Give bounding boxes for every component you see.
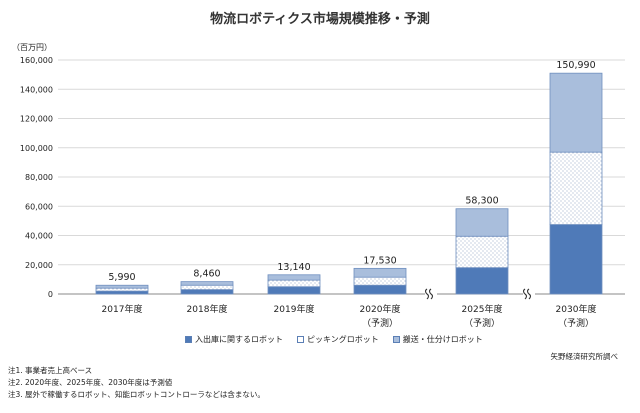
legend-label-inbound: 入出庫に関するロボット <box>195 335 283 344</box>
gridlines <box>58 59 625 295</box>
bar-segment <box>353 267 407 278</box>
axis-break-marker <box>522 288 535 300</box>
legend-label-transport: 搬送・仕分けロボット <box>402 335 483 344</box>
bars <box>95 72 603 295</box>
y-tick-label: 120,000 <box>20 115 53 124</box>
y-tick-label: 40,000 <box>25 232 53 241</box>
legend-swatch-picking <box>297 336 304 343</box>
x-tick-label: 2017年度 <box>102 303 143 315</box>
bar-segment <box>180 281 234 286</box>
bar-segment <box>353 276 407 286</box>
footnote-1: 注1. 事業者売上高ベース <box>8 366 93 375</box>
x-tick-label: 2030年度 <box>556 303 597 315</box>
bar-segment <box>95 284 149 289</box>
total-label: 13,140 <box>277 262 310 273</box>
y-tick-label: 140,000 <box>20 85 53 94</box>
y-axis: 0 20,000 40,000 60,000 80,000 100,000 120,000 1… <box>12 43 53 299</box>
y-tick-label: 80,000 <box>25 173 53 182</box>
legend-label-picking: ピッキングロボット <box>307 335 379 344</box>
bar-segment <box>455 208 509 237</box>
x-tick-label: 2025年度 <box>462 303 503 315</box>
bar-segment <box>180 284 234 291</box>
bar-segment <box>267 274 321 281</box>
labels: 5,990 2017年度 8,460 2018年度 13,140 2019年度 17,530… <box>102 60 597 329</box>
bar-segment <box>353 284 407 295</box>
bar-segment <box>549 151 603 225</box>
bar-segment <box>180 289 234 295</box>
legend-item-inbound: 入出庫に関するロボット <box>185 334 283 345</box>
legend-swatch-transport <box>392 336 400 343</box>
axis-break-stroke <box>428 288 434 300</box>
axis-break-stroke <box>522 288 528 300</box>
total-label: 58,300 <box>465 196 498 207</box>
bar-segment <box>95 287 149 292</box>
bar-segment <box>549 72 603 153</box>
x-tick-label: 2019年度 <box>274 303 315 315</box>
bar-segment <box>95 290 149 295</box>
total-label: 150,990 <box>556 60 595 71</box>
legend: 入出庫に関するロボット ピッキングロボット 搬送・仕分けロボット <box>185 334 483 345</box>
axis-break-stroke <box>424 288 430 300</box>
y-tick-label: 0 <box>48 290 53 299</box>
x-tick-sublabel: （予測） <box>558 317 594 329</box>
y-tick-label: 160,000 <box>20 56 53 65</box>
total-label: 5,990 <box>108 272 135 283</box>
legend-item-picking: ピッキングロボット <box>297 334 379 345</box>
chart-title: 物流ロボティクス市場規模推移・予測 <box>210 12 430 27</box>
footnotes: 注1. 事業者売上高ベース 注2. 2020年度、2025年度、2030年度は予… <box>8 365 265 401</box>
footnote-3: 注3. 屋外で稼働するロボット、知能ロボットコントローラなどは含まない。 <box>8 390 265 399</box>
axis-break-marker <box>424 288 437 300</box>
legend-item-transport: 搬送・仕分けロボット <box>392 334 483 345</box>
legend-swatch-inbound <box>185 336 192 343</box>
bar-segment <box>455 267 509 295</box>
x-tick-sublabel: （予測） <box>362 317 398 329</box>
total-label: 8,460 <box>193 269 220 280</box>
bar-segment <box>267 279 321 288</box>
footnote-2: 注2. 2020年度、2025年度、2030年度は予測値 <box>8 378 173 387</box>
axis-break-stroke <box>526 288 532 300</box>
x-tick-label: 2018年度 <box>187 303 228 315</box>
bar-segment <box>549 224 603 295</box>
y-tick-label: 60,000 <box>25 202 53 211</box>
x-tick-label: 2020年度 <box>360 303 401 315</box>
y-unit-label: （百万円） <box>12 43 52 52</box>
x-tick-sublabel: （予測） <box>464 317 500 329</box>
total-label: 17,530 <box>363 255 396 266</box>
y-tick-label: 20,000 <box>25 261 53 270</box>
bar-segment <box>267 286 321 295</box>
source-credit: 矢野経済研究所調べ <box>550 352 619 361</box>
y-tick-label: 100,000 <box>20 144 53 153</box>
bar-segment <box>455 235 509 269</box>
